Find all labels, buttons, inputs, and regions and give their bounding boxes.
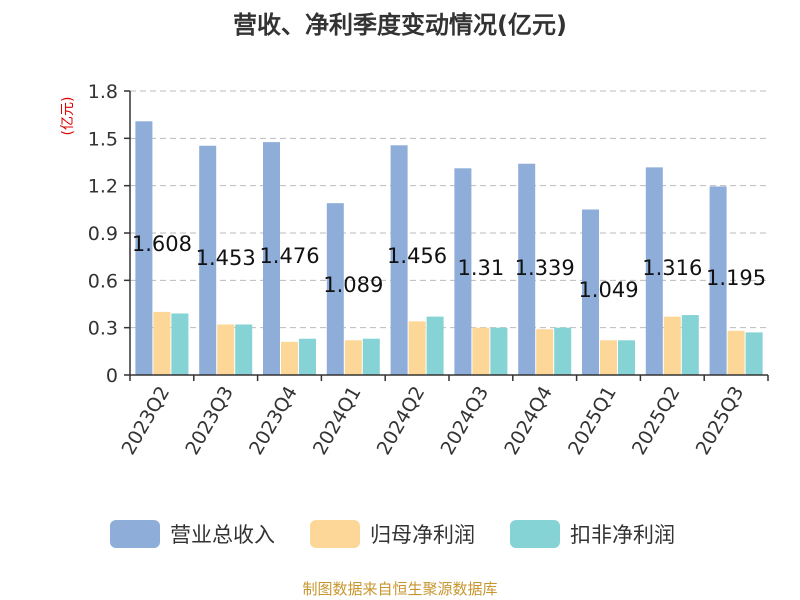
bar-revenue — [454, 168, 472, 375]
bar-revenue — [135, 121, 153, 375]
bar-revenue — [263, 142, 280, 375]
bar-deducted-net-profit — [618, 340, 635, 375]
legend-swatch — [510, 520, 560, 548]
x-tick-label: 2024Q4 — [500, 383, 557, 459]
y-tick-label: 1.2 — [88, 176, 118, 198]
legend-label: 归母净利润 — [370, 523, 475, 547]
data-label-revenue: 1.456 — [387, 244, 447, 268]
data-label-revenue: 1.31 — [458, 256, 505, 280]
chart-title: 营收、净利季度变动情况(亿元) — [233, 11, 567, 39]
y-tick-label: 0 — [106, 365, 118, 387]
bar-deducted-net-profit — [681, 315, 699, 375]
bar-deducted-net-profit — [490, 327, 508, 375]
bar-deducted-net-profit — [554, 327, 572, 375]
axes — [124, 90, 769, 381]
bar-parent-net-profit — [727, 330, 745, 375]
legend: 营业总收入 归母净利润 扣非净利润 — [110, 520, 675, 548]
bar-revenue — [582, 209, 599, 375]
x-tick-labels: 2023Q2 2023Q3 2023Q4 2024Q1 2024Q2 2024Q3 2024… — [117, 383, 748, 459]
bar-parent-net-profit — [153, 311, 171, 375]
legend-swatch — [110, 520, 160, 548]
bar-parent-net-profit — [600, 340, 617, 375]
x-tick-label: 2024Q3 — [436, 383, 493, 459]
bar-parent-net-profit — [663, 316, 681, 375]
y-tick-label: 1.5 — [88, 128, 118, 150]
y-axis-unit: (亿元) — [60, 97, 76, 136]
x-tick-label: 2025Q1 — [564, 383, 621, 459]
y-tick-label: 0.9 — [88, 223, 118, 245]
y-tick-label: 0.6 — [88, 270, 118, 292]
data-label-revenue: 1.049 — [578, 278, 638, 302]
bars — [135, 121, 763, 375]
bar-parent-net-profit — [536, 329, 554, 375]
bar-revenue — [645, 167, 663, 375]
bar-parent-net-profit — [281, 341, 298, 375]
data-label-revenue: 1.339 — [515, 256, 575, 280]
x-tick-label: 2025Q2 — [628, 383, 685, 459]
data-label-revenue: 1.089 — [323, 273, 383, 297]
bar-deducted-net-profit — [362, 338, 380, 375]
bar-parent-net-profit — [408, 321, 426, 375]
x-tick-label: 2023Q2 — [117, 383, 174, 459]
bar-revenue — [518, 163, 536, 375]
x-tick-label: 2023Q3 — [181, 383, 238, 459]
y-tick-label: 0.3 — [88, 318, 118, 340]
x-tick-label: 2023Q4 — [245, 383, 302, 459]
bar-parent-net-profit — [472, 327, 490, 375]
data-source-note: 制图数据来自恒生聚源数据库 — [302, 580, 497, 598]
y-tick-labels: 0 0.3 0.6 0.9 1.2 1.5 1.8 — [88, 81, 118, 387]
bar-revenue — [326, 203, 344, 375]
data-label-revenue: 1.476 — [259, 244, 319, 268]
data-label-revenue: 1.195 — [706, 266, 766, 290]
bar-parent-net-profit — [217, 324, 235, 375]
bar-revenue — [390, 145, 408, 375]
legend-label: 营业总收入 — [170, 523, 275, 547]
bar-deducted-net-profit — [426, 316, 444, 375]
bar-deducted-net-profit — [745, 332, 763, 375]
bar-deducted-net-profit — [235, 324, 253, 375]
x-tick-label: 2024Q2 — [373, 383, 430, 459]
bar-revenue — [199, 145, 217, 375]
data-label-revenue: 1.316 — [642, 256, 702, 280]
bar-revenue — [709, 186, 727, 375]
bar-deducted-net-profit — [171, 313, 189, 375]
data-label-revenue: 1.608 — [132, 232, 192, 256]
y-tick-label: 1.8 — [88, 81, 118, 103]
bar-parent-net-profit — [344, 340, 362, 375]
grid-lines — [130, 90, 768, 329]
data-label-revenue: 1.453 — [196, 246, 256, 270]
x-tick-label: 2025Q3 — [692, 383, 749, 459]
legend-swatch — [310, 520, 360, 548]
x-tick-label: 2024Q1 — [309, 383, 366, 459]
bar-deducted-net-profit — [299, 338, 316, 375]
legend-label: 扣非净利润 — [570, 523, 675, 547]
